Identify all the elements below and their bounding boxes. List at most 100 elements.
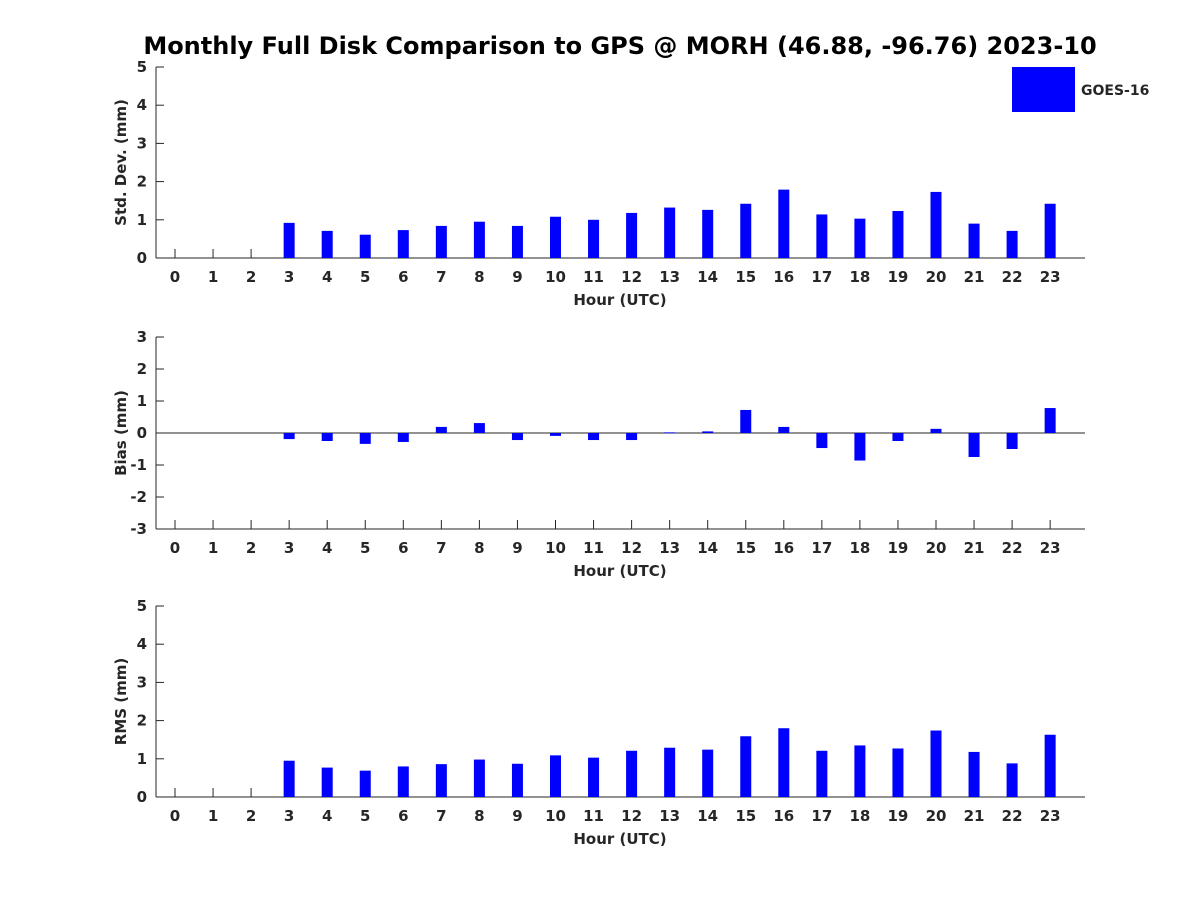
x-tick-label: 15	[735, 807, 756, 825]
x-tick-label: 23	[1040, 807, 1061, 825]
chart-title: Monthly Full Disk Comparison to GPS @ MO…	[143, 32, 1096, 60]
bar	[588, 433, 600, 441]
x-tick-label: 15	[735, 268, 756, 286]
bar	[397, 766, 409, 797]
x-tick-label: 2	[246, 268, 256, 286]
x-tick-label: 10	[545, 268, 566, 286]
x-tick-label: 22	[1002, 807, 1023, 825]
x-tick-label: 0	[170, 539, 180, 557]
y-tick-label: 0	[137, 424, 147, 442]
x-tick-label: 20	[926, 807, 947, 825]
bar	[1044, 408, 1056, 433]
x-axis-label: Hour (UTC)	[573, 830, 666, 848]
bar	[740, 736, 752, 797]
x-tick-label: 13	[659, 807, 680, 825]
x-tick-label: 23	[1040, 268, 1061, 286]
bar	[473, 759, 485, 797]
bar	[702, 749, 714, 797]
x-tick-label: 8	[474, 539, 484, 557]
x-tick-label: 1	[208, 539, 218, 557]
bar	[435, 426, 447, 433]
y-tick-label: 3	[137, 673, 147, 691]
y-tick-label: 5	[137, 58, 147, 76]
bar	[968, 223, 980, 258]
x-tick-label: 0	[170, 268, 180, 286]
bar	[740, 203, 752, 258]
bar	[626, 212, 638, 258]
x-tick-label: 1	[208, 807, 218, 825]
x-tick-label: 4	[322, 807, 332, 825]
y-tick-label: 2	[137, 360, 147, 378]
x-tick-label: 4	[322, 268, 332, 286]
y-tick-label: 1	[137, 392, 147, 410]
bar	[435, 225, 447, 258]
bar	[359, 433, 371, 444]
x-tick-label: 2	[246, 807, 256, 825]
bar	[816, 214, 828, 258]
bar	[1006, 433, 1018, 449]
x-tick-label: 8	[474, 807, 484, 825]
x-tick-label: 3	[284, 539, 294, 557]
bar	[968, 751, 980, 797]
x-tick-label: 1	[208, 268, 218, 286]
x-tick-label: 17	[811, 268, 832, 286]
y-tick-label: 0	[137, 788, 147, 806]
bar	[664, 207, 676, 258]
bar	[930, 428, 942, 433]
bar	[511, 433, 523, 441]
x-tick-label: 14	[697, 539, 718, 557]
x-tick-label: 14	[697, 268, 718, 286]
x-tick-label: 9	[512, 807, 522, 825]
legend-swatch	[1012, 67, 1075, 112]
x-tick-label: 10	[545, 539, 566, 557]
x-tick-label: 6	[398, 539, 408, 557]
bar	[930, 191, 942, 258]
x-tick-label: 13	[659, 539, 680, 557]
x-tick-label: 10	[545, 807, 566, 825]
bar	[588, 757, 600, 797]
bar	[473, 221, 485, 258]
x-tick-label: 19	[888, 539, 909, 557]
bar	[664, 432, 676, 434]
bar	[626, 750, 638, 797]
x-tick-label: 6	[398, 268, 408, 286]
x-tick-label: 18	[849, 539, 870, 557]
x-tick-label: 11	[583, 807, 604, 825]
x-tick-label: 19	[888, 807, 909, 825]
bar	[397, 433, 409, 442]
x-tick-label: 11	[583, 268, 604, 286]
y-tick-label: 3	[137, 134, 147, 152]
x-tick-label: 18	[849, 268, 870, 286]
y-tick-label: 1	[137, 750, 147, 768]
bar	[321, 767, 333, 797]
x-tick-label: 3	[284, 268, 294, 286]
x-tick-label: 23	[1040, 539, 1061, 557]
x-tick-label: 17	[811, 807, 832, 825]
legend: GOES-16	[1012, 67, 1149, 112]
x-tick-label: 22	[1002, 268, 1023, 286]
legend-label: GOES-16	[1081, 83, 1149, 99]
bar	[778, 728, 790, 797]
y-tick-label: 4	[137, 96, 147, 114]
bar	[397, 230, 409, 258]
x-tick-label: 18	[849, 807, 870, 825]
y-axis-label: RMS (mm)	[112, 658, 130, 745]
bar	[892, 433, 904, 441]
x-tick-label: 11	[583, 539, 604, 557]
bar	[435, 764, 447, 797]
y-tick-label: 4	[137, 635, 147, 653]
y-tick-label: 2	[137, 173, 147, 191]
bar	[511, 763, 523, 797]
y-tick-label: 2	[137, 712, 147, 730]
x-tick-label: 0	[170, 807, 180, 825]
bar	[321, 433, 333, 441]
x-tick-label: 16	[773, 539, 794, 557]
x-tick-label: 12	[621, 268, 642, 286]
x-tick-label: 17	[811, 539, 832, 557]
bar	[588, 219, 600, 258]
x-axis-label: Hour (UTC)	[573, 562, 666, 580]
x-tick-label: 14	[697, 807, 718, 825]
bar	[664, 747, 676, 797]
